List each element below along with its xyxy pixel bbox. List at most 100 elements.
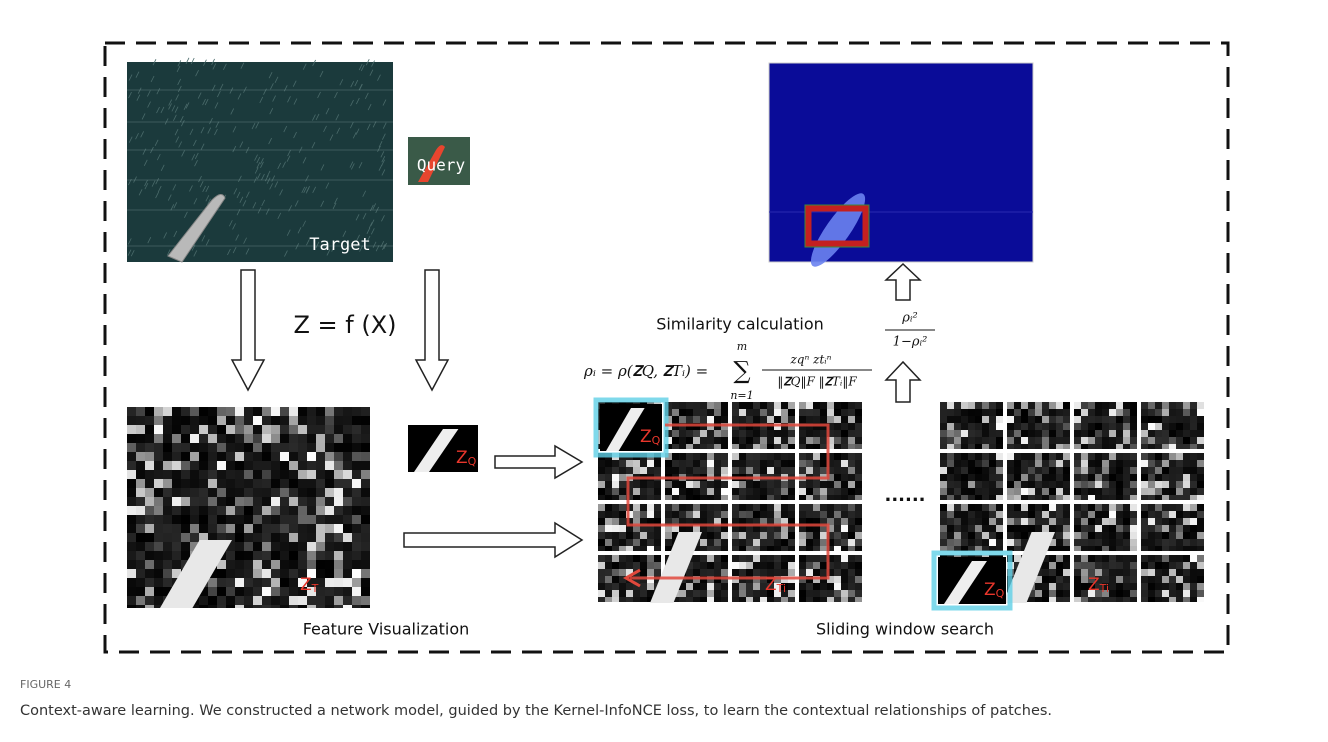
feature-pixel (989, 460, 996, 467)
feature-pixel (190, 506, 199, 515)
feature-pixel (289, 533, 298, 542)
feature-pixel (732, 569, 739, 576)
feature-pixel (343, 515, 352, 524)
feature-pixel (732, 467, 739, 474)
feature-pixel (280, 443, 289, 452)
feature-pixel (1183, 444, 1190, 449)
feature-pixel (217, 488, 226, 497)
feature-pixel (1088, 416, 1095, 423)
feature-pixel (781, 416, 788, 423)
feature-pixel (163, 497, 172, 506)
feature-pixel (271, 461, 280, 470)
feature-pixel (813, 590, 820, 597)
feature-pixel (271, 551, 280, 560)
feature-pixel (612, 576, 619, 583)
feature-pixel (827, 504, 834, 511)
feature-pixel (1035, 453, 1042, 460)
feature-pixel (352, 416, 361, 425)
feature-pixel (1028, 460, 1035, 467)
feature-pixel (721, 504, 728, 511)
feature-pixel (753, 555, 760, 562)
feature-pixel (1088, 555, 1095, 562)
feature-pixel (1123, 495, 1130, 500)
formula-denominator: ‖𝐙Q‖F ‖𝐙Tᵢ‖F (777, 375, 857, 389)
feature-pixel (841, 488, 848, 495)
feature-pixel (1063, 444, 1070, 449)
feature-pixel (654, 562, 661, 569)
feature-pixel (325, 587, 334, 596)
feature-pixel (1063, 576, 1070, 583)
feature-pixel (334, 497, 343, 506)
feature-pixel (298, 533, 307, 542)
feature-pixel (1148, 597, 1155, 602)
feature-pixel (1014, 460, 1021, 467)
feature-pixel (343, 434, 352, 443)
feature-pixel (813, 597, 820, 602)
feature-pixel (612, 569, 619, 576)
feature-pixel (190, 434, 199, 443)
feature-pixel (721, 583, 728, 590)
feature-pixel (968, 460, 975, 467)
feature-pixel (199, 488, 208, 497)
feature-pixel (1116, 416, 1123, 423)
feature-pixel (774, 416, 781, 423)
feature-pixel (626, 555, 633, 562)
feature-pixel (280, 542, 289, 551)
feature-pixel (753, 583, 760, 590)
feature-pixel (1021, 518, 1028, 525)
feature-pixel (181, 542, 190, 551)
feature-pixel (127, 605, 136, 608)
feature-pixel (1155, 495, 1162, 500)
feature-pixel (1102, 511, 1109, 518)
feature-pixel (334, 416, 343, 425)
feature-pixel (217, 461, 226, 470)
feature-pixel (1056, 546, 1063, 551)
feature-pixel (841, 467, 848, 474)
feature-pixel (707, 481, 714, 488)
feature-pixel (181, 416, 190, 425)
feature-pixel (280, 533, 289, 542)
feature-pixel (855, 583, 862, 590)
feature-pixel (940, 402, 947, 409)
feature-pixel (700, 583, 707, 590)
feature-pixel (226, 416, 235, 425)
feature-pixel (700, 444, 707, 449)
feature-pixel (136, 506, 145, 515)
feature-pixel (253, 425, 262, 434)
feature-pixel (1116, 546, 1123, 551)
feature-pixel (343, 578, 352, 587)
feature-pixel (1049, 409, 1056, 416)
feature-pixel (767, 467, 774, 474)
feature-pixel (732, 532, 739, 539)
feature-pixel (940, 467, 947, 474)
feature-pixel (721, 555, 728, 562)
feature-pixel (262, 461, 271, 470)
feature-pixel (289, 596, 298, 605)
feature-pixel (1141, 597, 1148, 602)
feature-pixel (820, 590, 827, 597)
feature-pixel (679, 409, 686, 416)
feature-pixel (739, 511, 746, 518)
feature-pixel (352, 578, 361, 587)
feature-pixel (217, 515, 226, 524)
feature-pixel (753, 402, 760, 409)
feature-pixel (799, 590, 806, 597)
feature-pixel (325, 569, 334, 578)
feature-pixel (982, 453, 989, 460)
feature-pixel (1081, 467, 1088, 474)
feature-pixel (1190, 569, 1197, 576)
feature-pixel (199, 524, 208, 533)
feature-pixel (253, 578, 262, 587)
feature-pixel (226, 524, 235, 533)
feature-pixel (1190, 423, 1197, 430)
feature-pixel (714, 511, 721, 518)
feature-pixel (361, 497, 370, 506)
feature-pixel (208, 443, 217, 452)
feature-pixel (334, 461, 343, 470)
feature-pixel (1169, 460, 1176, 467)
feature-pixel (1141, 416, 1148, 423)
feature-pixel (1169, 416, 1176, 423)
feature-pixel (707, 546, 714, 551)
feature-pixel (605, 590, 612, 597)
feature-pixel (307, 506, 316, 515)
